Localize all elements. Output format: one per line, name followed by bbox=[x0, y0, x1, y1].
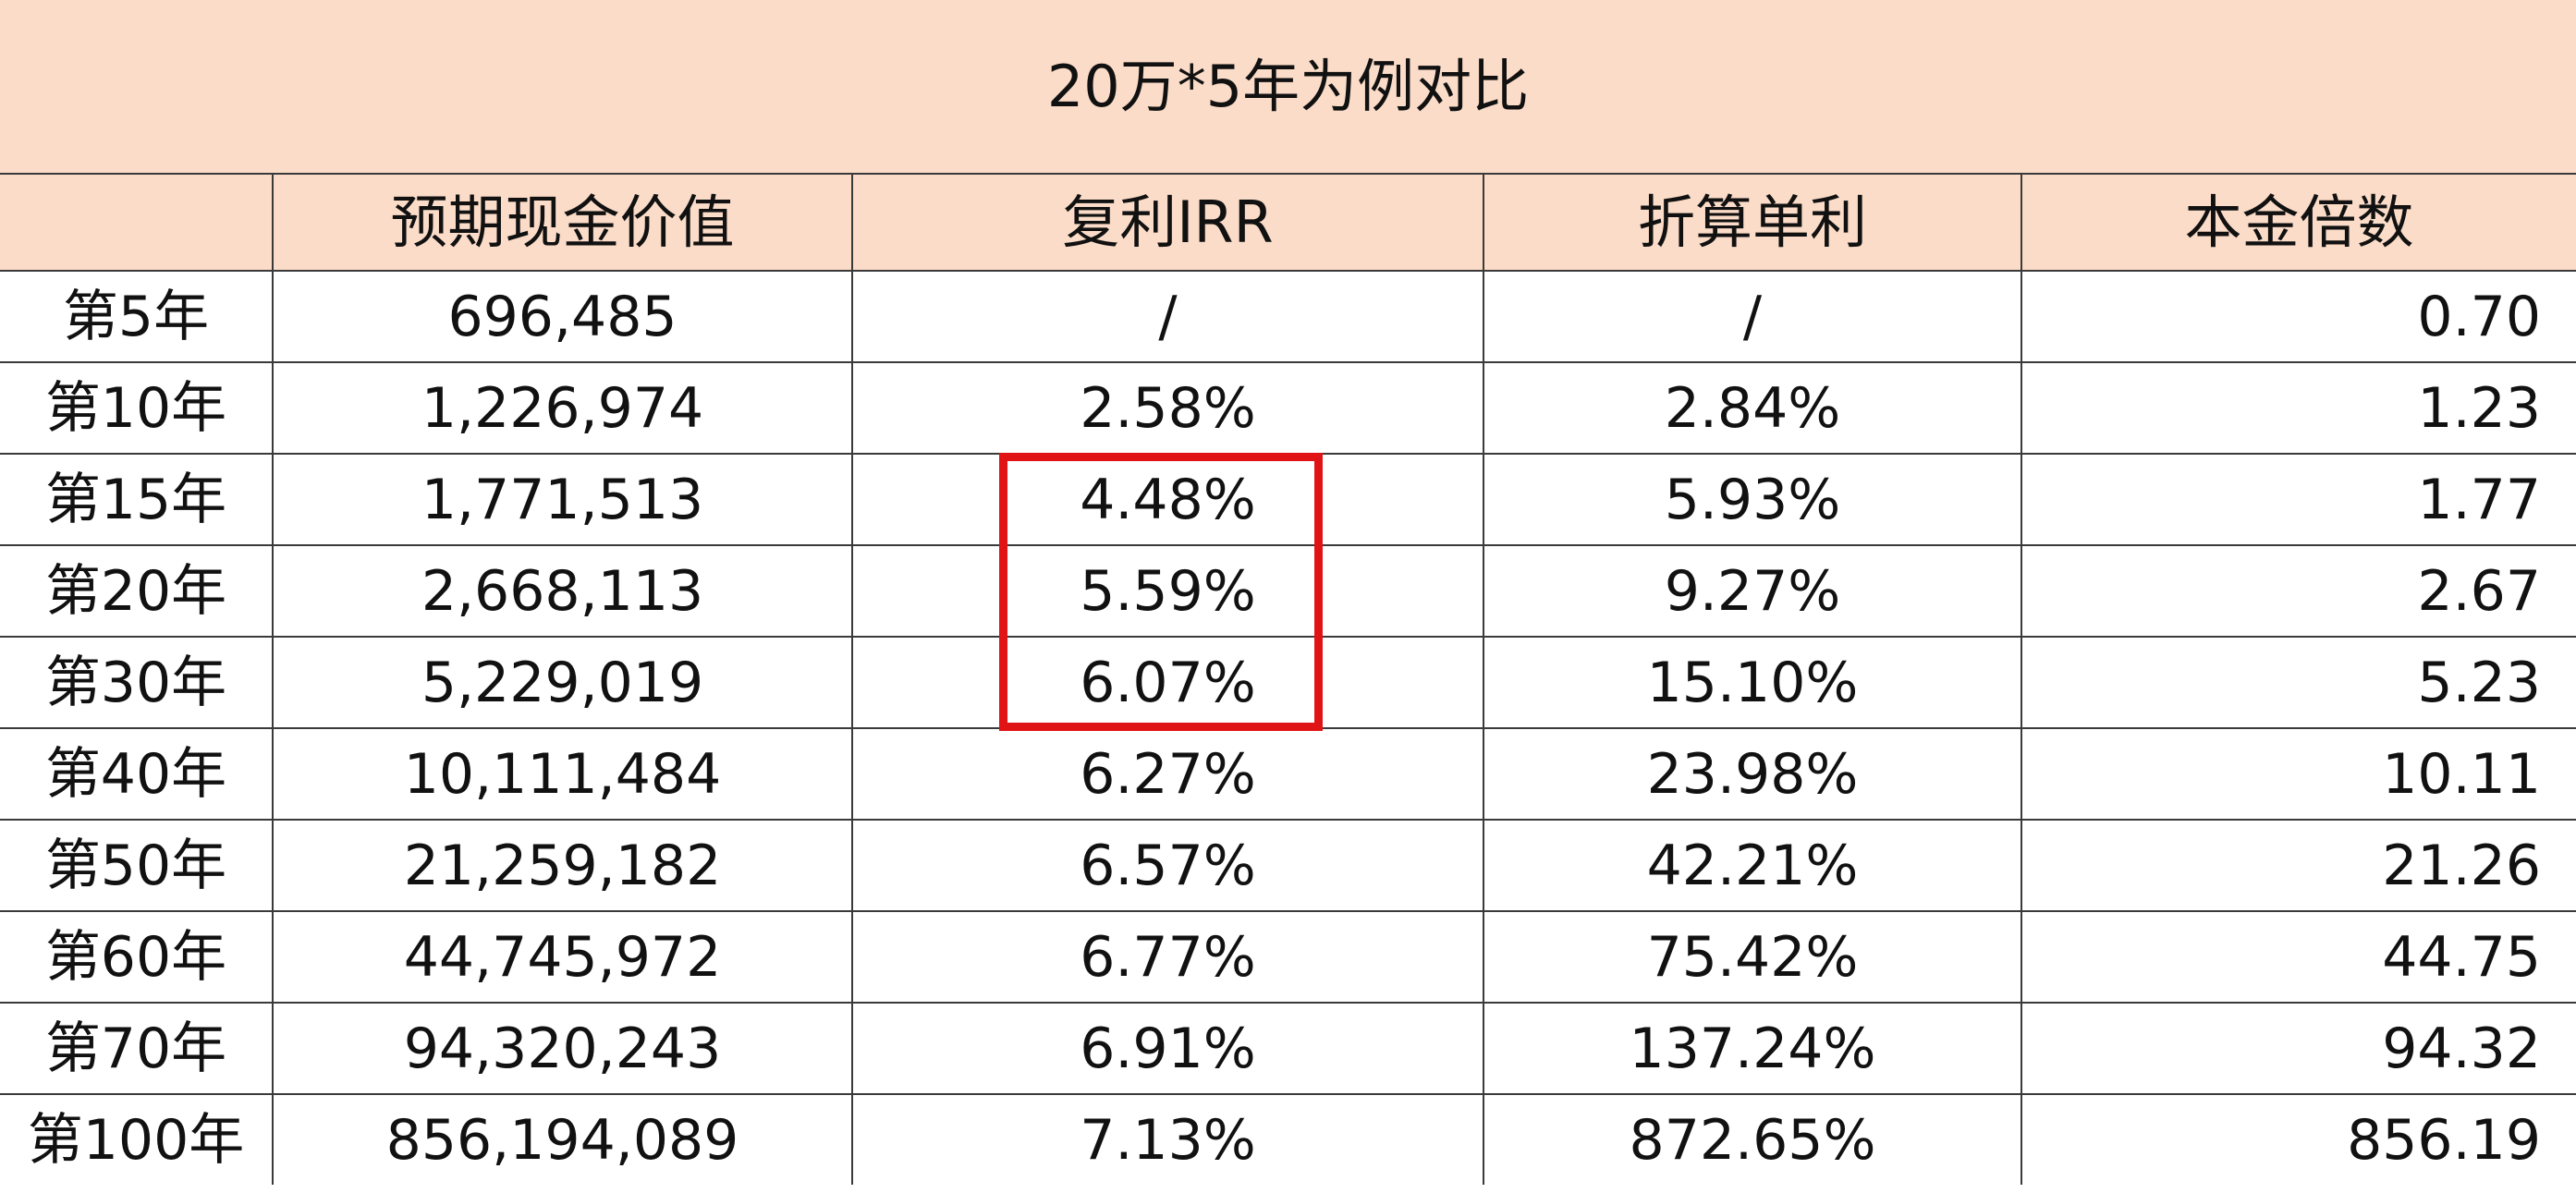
simple-rate-cell: 23.98% bbox=[1483, 727, 2022, 821]
cash-value-cell: 1,771,513 bbox=[272, 453, 853, 546]
year-cell: 第5年 bbox=[0, 270, 274, 363]
table-row: 第100年 856,194,089 7.13% 872.65% 856.19 bbox=[0, 1093, 2576, 1185]
irr-cell: 2.58% bbox=[851, 361, 1484, 455]
multiple-cell: 1.77 bbox=[2020, 453, 2576, 546]
table-row: 第60年 44,745,972 6.77% 75.42% 44.75 bbox=[0, 910, 2576, 1004]
year-cell: 第60年 bbox=[0, 910, 274, 1004]
cash-value-cell: 696,485 bbox=[272, 270, 853, 363]
multiple-cell: 10.11 bbox=[2020, 727, 2576, 821]
multiple-cell: 0.70 bbox=[2020, 270, 2576, 363]
multiple-cell: 2.67 bbox=[2020, 544, 2576, 638]
irr-cell: 6.07% bbox=[851, 636, 1484, 729]
header-cell-multiple: 本金倍数 bbox=[2020, 173, 2576, 272]
simple-rate-cell: 5.93% bbox=[1483, 453, 2022, 546]
irr-cell: 6.27% bbox=[851, 727, 1484, 821]
simple-rate-cell: 42.21% bbox=[1483, 819, 2022, 912]
simple-rate-cell: 9.27% bbox=[1483, 544, 2022, 638]
header-cell-blank bbox=[0, 173, 274, 272]
year-cell: 第20年 bbox=[0, 544, 274, 638]
cash-value-cell: 856,194,089 bbox=[272, 1093, 853, 1185]
table-row: 第70年 94,320,243 6.91% 137.24% 94.32 bbox=[0, 1002, 2576, 1095]
multiple-cell: 5.23 bbox=[2020, 636, 2576, 729]
table-header-row: 预期现金价值 复利IRR 折算单利 本金倍数 bbox=[0, 173, 2576, 272]
table-row: 第15年 1,771,513 4.48% 5.93% 1.77 bbox=[0, 453, 2576, 546]
year-cell: 第70年 bbox=[0, 1002, 274, 1095]
table-title-row: 20万*5年为例对比 bbox=[0, 0, 2576, 175]
header-cell-simple-rate: 折算单利 bbox=[1483, 173, 2022, 272]
header-cell-irr: 复利IRR bbox=[851, 173, 1484, 272]
cash-value-cell: 44,745,972 bbox=[272, 910, 853, 1004]
simple-rate-cell: 872.65% bbox=[1483, 1093, 2022, 1185]
multiple-cell: 856.19 bbox=[2020, 1093, 2576, 1185]
irr-cell: 7.13% bbox=[851, 1093, 1484, 1185]
table-row: 第20年 2,668,113 5.59% 9.27% 2.67 bbox=[0, 544, 2576, 638]
irr-cell: 6.91% bbox=[851, 1002, 1484, 1095]
cash-value-cell: 5,229,019 bbox=[272, 636, 853, 729]
multiple-cell: 21.26 bbox=[2020, 819, 2576, 912]
irr-cell: 6.77% bbox=[851, 910, 1484, 1004]
multiple-cell: 44.75 bbox=[2020, 910, 2576, 1004]
table-row: 第5年 696,485 / / 0.70 bbox=[0, 270, 2576, 363]
table-row: 第30年 5,229,019 6.07% 15.10% 5.23 bbox=[0, 636, 2576, 729]
irr-cell: 6.57% bbox=[851, 819, 1484, 912]
table-row: 第10年 1,226,974 2.58% 2.84% 1.23 bbox=[0, 361, 2576, 455]
year-cell: 第30年 bbox=[0, 636, 274, 729]
multiple-cell: 1.23 bbox=[2020, 361, 2576, 455]
year-cell: 第10年 bbox=[0, 361, 274, 455]
year-cell: 第100年 bbox=[0, 1093, 274, 1185]
year-cell: 第15年 bbox=[0, 453, 274, 546]
table-row: 第40年 10,111,484 6.27% 23.98% 10.11 bbox=[0, 727, 2576, 821]
simple-rate-cell: 15.10% bbox=[1483, 636, 2022, 729]
irr-cell: / bbox=[851, 270, 1484, 363]
multiple-cell: 94.32 bbox=[2020, 1002, 2576, 1095]
header-cell-cash-value: 预期现金价值 bbox=[272, 173, 853, 272]
cash-value-cell: 10,111,484 bbox=[272, 727, 853, 821]
table-title: 20万*5年为例对比 bbox=[0, 0, 2576, 175]
irr-cell: 5.59% bbox=[851, 544, 1484, 638]
simple-rate-cell: 2.84% bbox=[1483, 361, 2022, 455]
table-row: 第50年 21,259,182 6.57% 42.21% 21.26 bbox=[0, 819, 2576, 912]
simple-rate-cell: 75.42% bbox=[1483, 910, 2022, 1004]
cash-value-cell: 1,226,974 bbox=[272, 361, 853, 455]
cash-value-cell: 94,320,243 bbox=[272, 1002, 853, 1095]
cash-value-cell: 2,668,113 bbox=[272, 544, 853, 638]
cash-value-cell: 21,259,182 bbox=[272, 819, 853, 912]
simple-rate-cell: / bbox=[1483, 270, 2022, 363]
year-cell: 第50年 bbox=[0, 819, 274, 912]
simple-rate-cell: 137.24% bbox=[1483, 1002, 2022, 1095]
irr-cell: 4.48% bbox=[851, 453, 1484, 546]
year-cell: 第40年 bbox=[0, 727, 274, 821]
